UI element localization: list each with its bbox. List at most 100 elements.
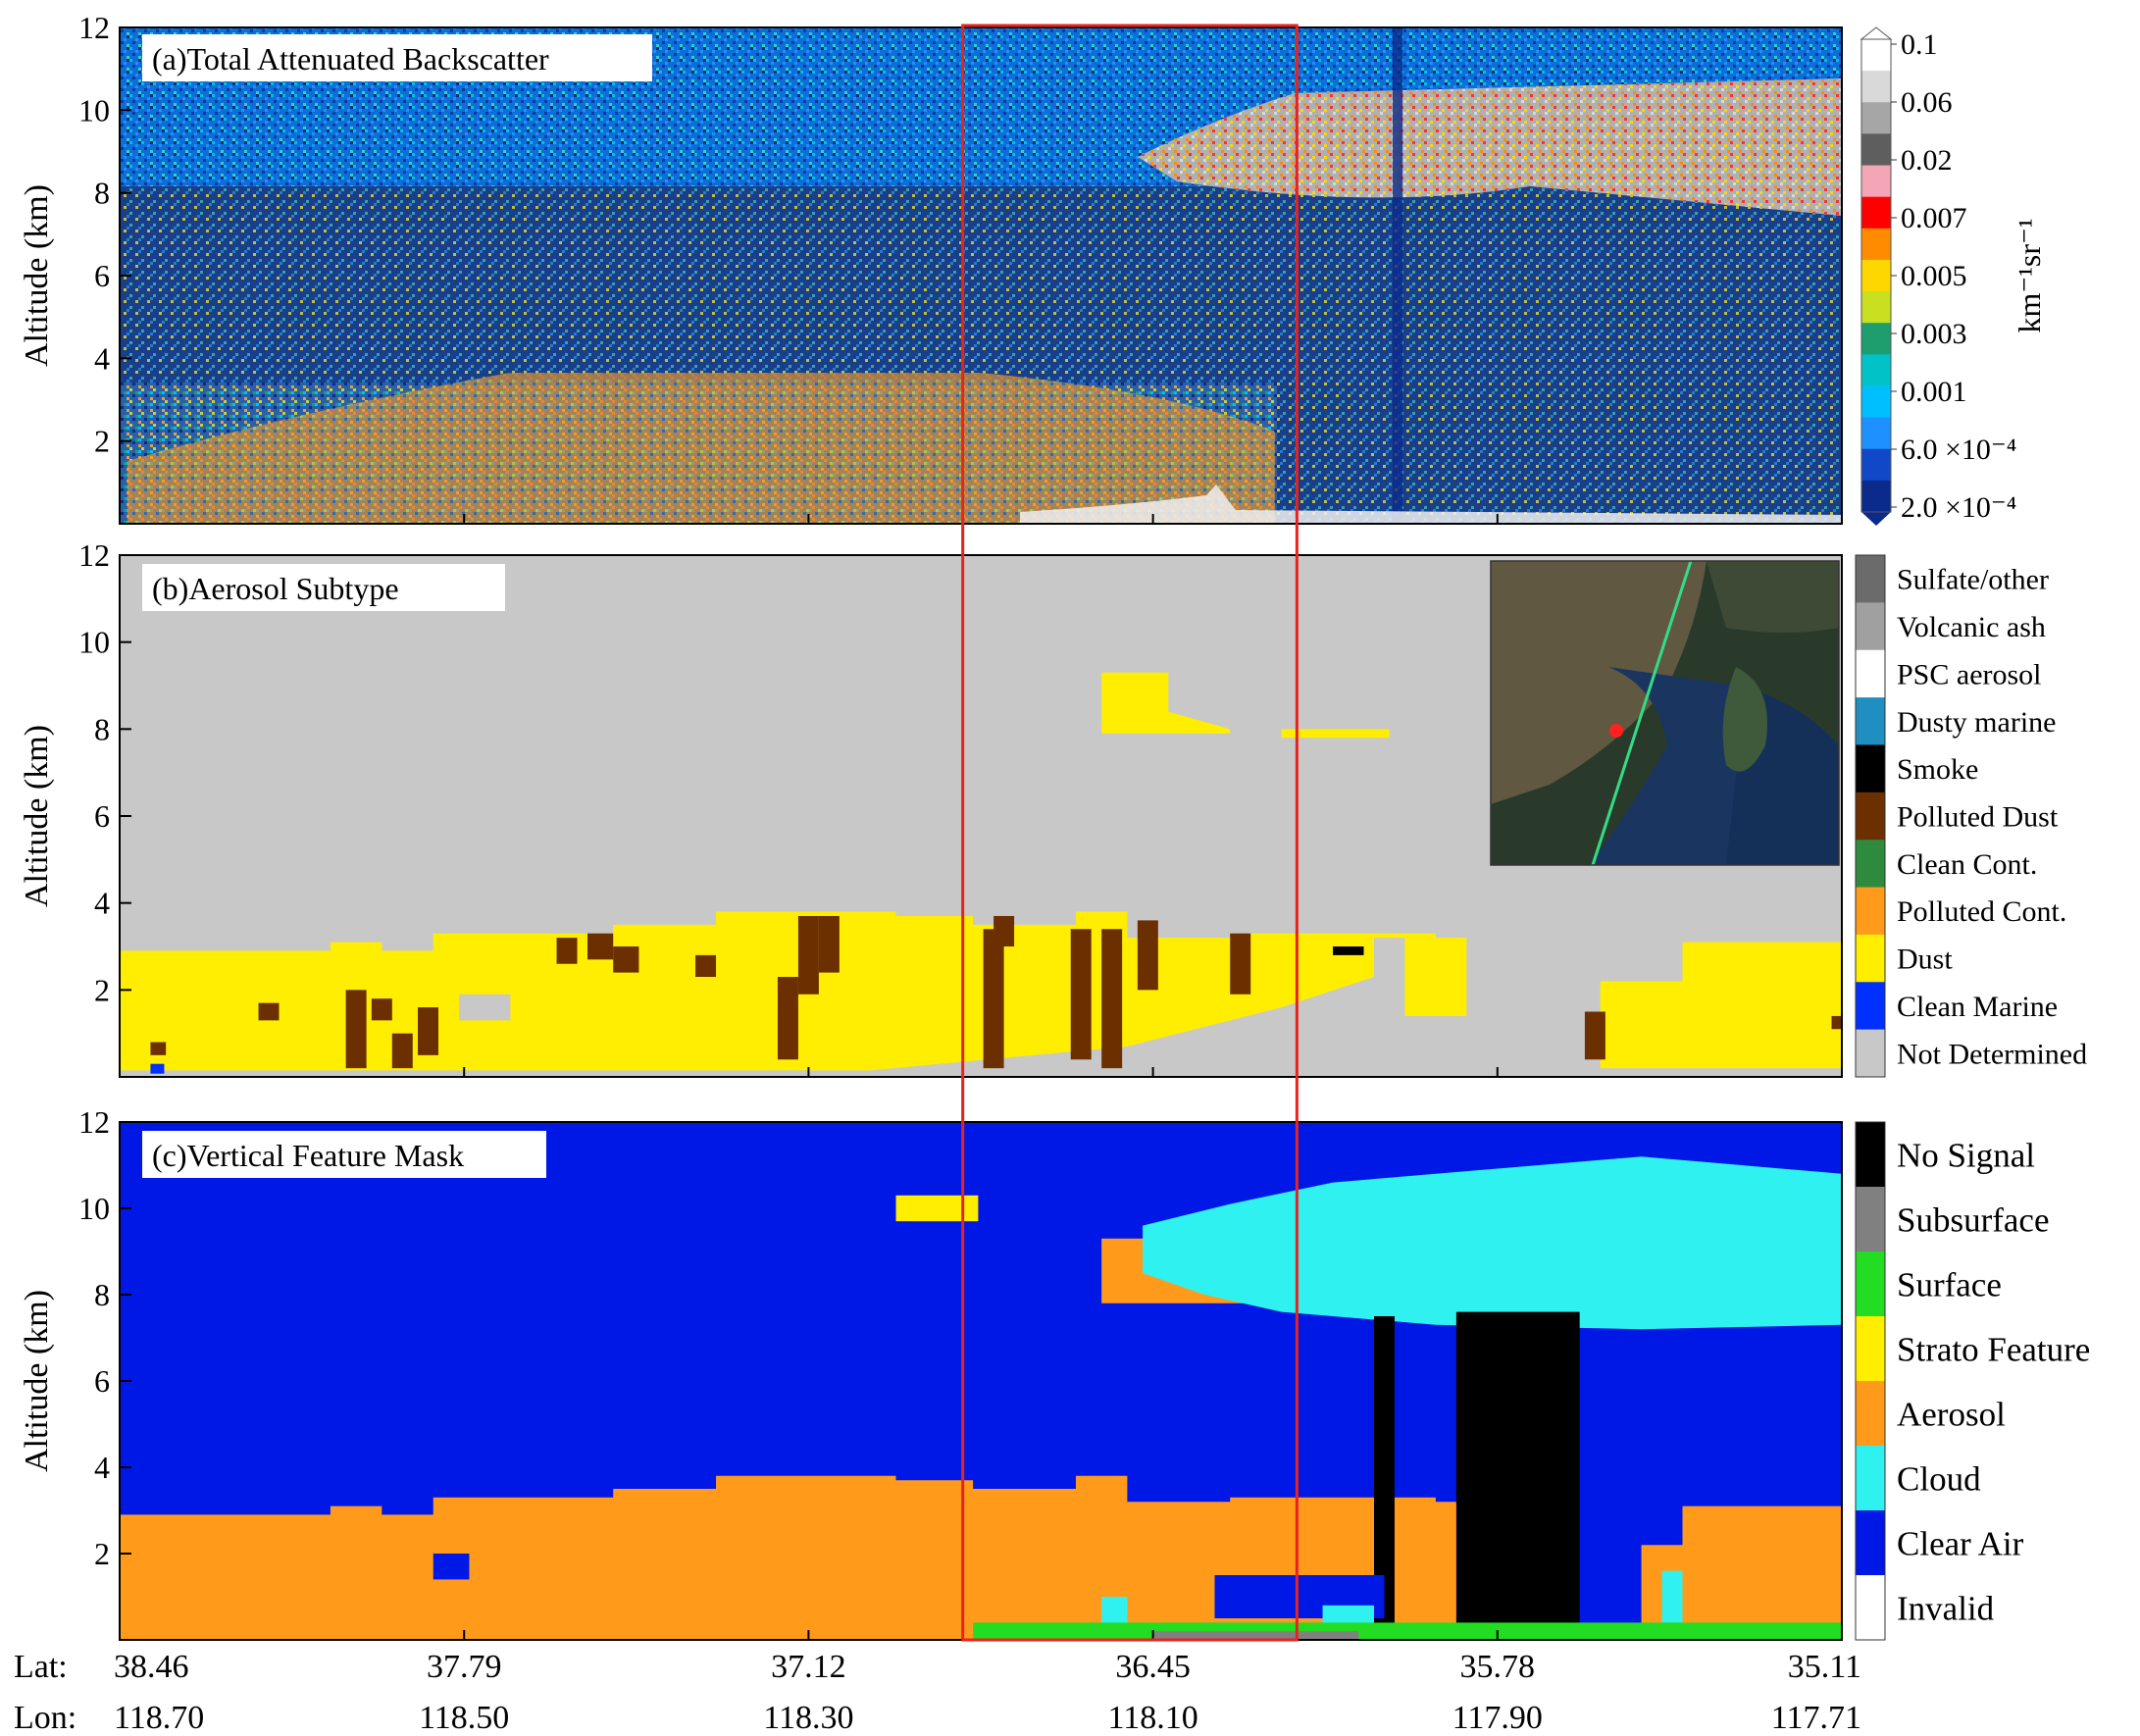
aerosol-layer [120,1475,1518,1640]
legend-label: Polluted Dust [1897,801,2059,834]
y-tick-label: 4 [94,340,110,376]
legend-swatch [1856,887,1885,936]
polluted-dust-column [1831,1015,1842,1030]
legend-swatch [1856,744,1885,793]
polluted-dust-column [345,990,367,1069]
lat-tick-label: 38.46 [114,1649,189,1685]
colorbar-tick-label: 0.001 [1901,376,1967,408]
legend-swatch [1856,1575,1885,1641]
legend-swatch [1856,982,1885,1031]
lat-lon-x-axis: Lat: Lon: 38.46 118.70 37.79 118.50 37.12 118.3… [14,514,1861,1736]
legend-label: PSC aerosol [1897,658,2042,690]
polluted-dust-column [1333,946,1364,955]
legend-label: No Signal [1897,1136,2035,1174]
polluted-dust-column [797,915,819,995]
polluted-dust-column [391,1033,413,1069]
y-tick-label: 10 [78,1191,110,1226]
legend-label: Polluted Cont. [1897,895,2066,928]
vertical-feature-mask-legend: No Signal Subsurface Surface Strato Feature… [1855,1121,2090,1641]
vertical-feature-mask-field [120,1156,1842,1640]
dust-layer-signal [127,373,1275,524]
low-cloud-patch [1322,1605,1374,1627]
y-tick-label: 12 [78,1104,110,1140]
legend-swatch [1856,1446,1885,1511]
polluted-dust-column [418,1007,438,1055]
legend-swatch [1856,555,1885,603]
colorbar-tick-label: 0.007 [1901,202,1967,234]
legend-swatch [1856,934,1885,983]
y-tick-label: 2 [94,424,110,459]
y-tick-label: 8 [94,711,110,746]
polluted-dust-column [994,915,1015,946]
strato-feature [895,1195,979,1222]
colorbar-segment [1861,39,1891,72]
polluted-dust-column [818,915,840,973]
lat-tick-label: 37.12 [771,1649,846,1685]
colorbar-tick-label: 0.1 [1901,28,1938,61]
polluted-dust-column [587,933,614,960]
polluted-dust-column [258,1002,280,1021]
colorbar-segment [1861,71,1891,103]
dust-patch [1404,938,1467,1016]
low-cloud-patch [1101,1597,1128,1627]
legend-label: Not Determined [1897,1038,2087,1070]
panel-c-y-ticks: 2 4 6 8 10 12 [78,1104,131,1571]
lon-tick-label: 117.90 [1452,1700,1543,1736]
lat-tick-label: 37.79 [427,1649,502,1685]
colorbar-segment [1861,228,1891,261]
low-cloud-patch [1661,1570,1683,1623]
cloud-layer [1143,1156,1842,1330]
panel-c-ylabel: Altitude (km) [19,1290,55,1472]
panel-c-title: (c)Vertical Feature Mask [152,1138,464,1173]
lon-tick-label: 118.50 [419,1700,509,1736]
legend-label: Strato Feature [1897,1330,2090,1368]
legend-swatch [1856,1187,1885,1252]
legend-label: Volcanic ash [1897,611,2046,643]
colorbar-top-arrow [1860,26,1893,40]
legend-swatch [1856,1510,1885,1576]
lon-tick-label: 117.71 [1771,1700,1861,1736]
colorbar-segment [1861,102,1891,134]
colorbar-segment [1861,291,1891,324]
no-signal-column [1455,1311,1580,1640]
colorbar-segment [1861,323,1891,355]
panel-vertical-feature-mask: (c)Vertical Feature Mask 2 4 6 8 10 12 Altitu… [19,1104,2090,1641]
y-tick-label: 2 [94,972,110,1007]
colorbar-segment [1861,448,1891,482]
legend-swatch [1856,697,1885,745]
legend-label: Invalid [1897,1589,1995,1627]
lon-tick-label: 118.70 [114,1700,204,1736]
elevated-dust [1101,672,1231,734]
lat-tick-label: 35.78 [1460,1649,1536,1685]
legend-swatch [1856,840,1885,889]
polluted-dust-column [1101,929,1123,1069]
not-determined-gap [458,994,511,1021]
aerosol-subtype-legend: Sulfate/other Volcanic ash PSC aerosol Dust… [1855,554,2087,1078]
lat-axis-label: Lat: [14,1649,68,1685]
highlight-box [961,24,1299,1642]
legend-label: Smoke [1897,753,1978,786]
backscatter-colorbar: 0.1 0.06 0.02 0.007 0.005 0.003 0.001 6.0 ×10⁻⁴… [1860,26,2047,526]
legend-swatch [1856,602,1885,651]
panel-b-y-ticks: 2 4 6 8 10 12 [78,537,131,1007]
polluted-dust-column [1137,920,1158,991]
panel-total-attenuated-backscatter: (a)Total Attenuated Backscatter 2 4 6 8 10 12… [19,10,2047,526]
y-tick-label: 6 [94,798,110,834]
legend-label: Clear Air [1897,1524,2024,1562]
colorbar-unit-label: km⁻¹sr⁻¹ [2012,219,2047,333]
colorbar-tick-label: 6.0 ×10⁻⁴ [1901,434,2016,466]
colorbar-segment [1861,354,1891,386]
panel-a-title: (a)Total Attenuated Backscatter [152,41,549,77]
legend-label: Sulfate/other [1897,564,2049,596]
panel-a-ylabel: Altitude (km) [19,184,55,367]
y-tick-label: 2 [94,1536,110,1571]
y-tick-label: 4 [94,886,110,921]
y-tick-label: 12 [78,537,110,573]
polluted-dust-column [983,929,1004,1069]
colorbar-tick-label: 0.06 [1901,86,1953,119]
polluted-dust-column [613,946,639,973]
dust-patch [1600,981,1683,1069]
legend-label: Clean Marine [1897,991,2058,1023]
y-tick-label: 10 [78,625,110,660]
